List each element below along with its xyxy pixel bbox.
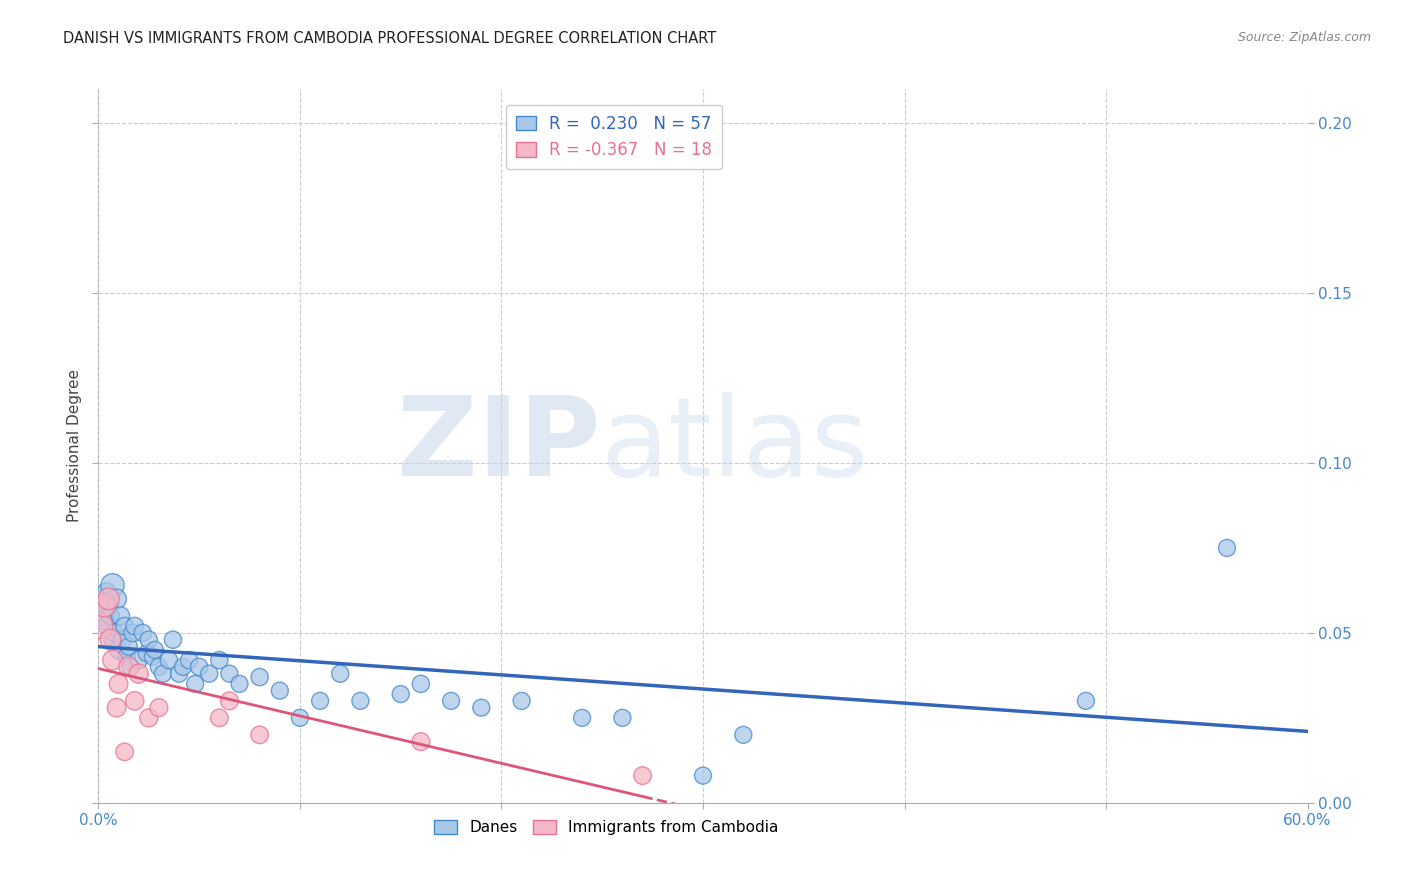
Point [228,677,250,691]
Point [612,711,634,725]
Point [111,632,134,647]
Point [105,591,128,606]
Point [115,649,138,664]
Point [118,660,141,674]
Y-axis label: Professional Degree: Professional Degree [66,369,82,523]
Point [208,711,231,725]
Point [138,711,160,725]
Point [143,643,166,657]
Point [152,666,174,681]
Point [148,700,170,714]
Text: ZIP: ZIP [396,392,600,500]
Point [105,700,128,714]
Point [692,769,714,783]
Point [1074,694,1097,708]
Legend: Danes, Immigrants from Cambodia: Danes, Immigrants from Cambodia [427,814,785,841]
Point [107,677,129,691]
Point [97,619,120,633]
Point [1216,541,1239,555]
Point [142,649,165,664]
Point [101,632,124,647]
Point [100,608,122,623]
Point [93,599,115,613]
Point [93,591,115,606]
Point [733,728,755,742]
Point [288,711,311,725]
Point [329,666,352,681]
Point [103,626,125,640]
Point [208,653,231,667]
Point [389,687,412,701]
Point [93,612,115,626]
Point [218,666,240,681]
Point [631,769,654,783]
Point [107,643,129,657]
Point [138,632,160,647]
Point [571,711,593,725]
Point [148,660,170,674]
Point [172,660,194,674]
Point [269,683,291,698]
Point [409,677,432,691]
Point [132,626,155,640]
Point [167,666,190,681]
Point [124,619,146,633]
Point [249,670,271,684]
Point [114,619,136,633]
Point [97,599,120,613]
Point [409,734,432,748]
Point [470,700,492,714]
Point [110,608,132,623]
Text: DANISH VS IMMIGRANTS FROM CAMBODIA PROFESSIONAL DEGREE CORRELATION CHART: DANISH VS IMMIGRANTS FROM CAMBODIA PROFE… [63,31,717,46]
Point [179,653,201,667]
Point [440,694,463,708]
Point [128,653,150,667]
Point [91,599,114,613]
Text: atlas: atlas [600,392,869,500]
Point [89,619,111,633]
Point [510,694,533,708]
Point [101,653,124,667]
Point [124,694,146,708]
Point [121,626,143,640]
Point [349,694,371,708]
Text: Source: ZipAtlas.com: Source: ZipAtlas.com [1237,31,1371,45]
Point [218,694,240,708]
Point [198,666,221,681]
Point [120,660,142,674]
Point [89,606,111,620]
Point [100,632,122,647]
Point [188,660,211,674]
Point [157,653,180,667]
Point [128,666,150,681]
Point [101,578,124,592]
Point [162,632,184,647]
Point [135,646,157,660]
Point [309,694,332,708]
Point [97,591,120,606]
Point [114,745,136,759]
Point [96,585,118,599]
Point [249,728,271,742]
Point [118,640,141,654]
Point [184,677,207,691]
